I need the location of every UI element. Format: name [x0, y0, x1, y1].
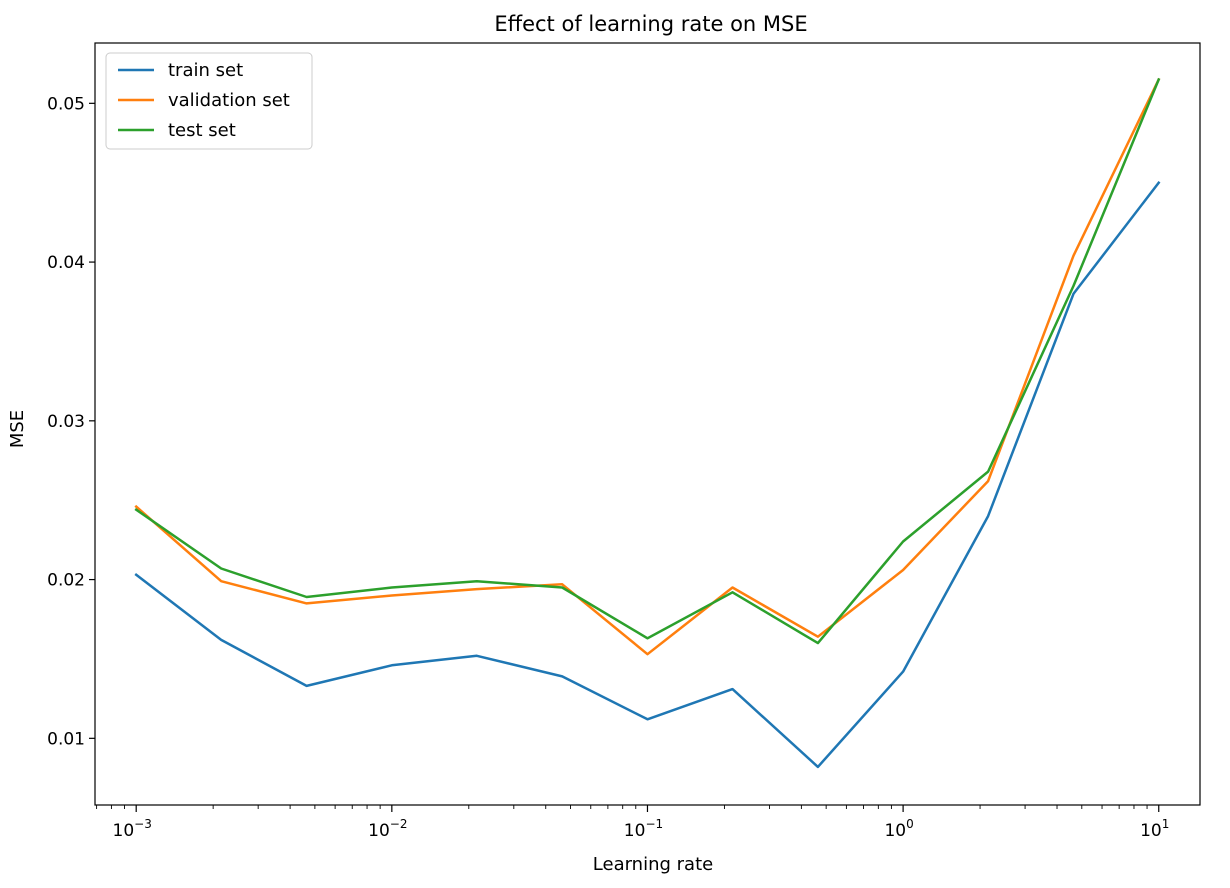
x-tick-exponent: −1	[645, 817, 663, 831]
x-tick-label: 101	[1140, 817, 1169, 841]
legend-label-validation: validation set	[168, 90, 290, 111]
plot-frame	[94, 42, 1201, 806]
legend-label-test: test set	[168, 120, 236, 141]
y-tick-label: 0.03	[47, 412, 85, 432]
y-tick-label: 0.05	[47, 94, 85, 114]
y-tick-label: 0.02	[47, 571, 85, 591]
y-axis-title: MSE	[7, 410, 28, 448]
x-axis-title: Learning rate	[593, 854, 713, 875]
y-tick-label: 0.01	[47, 729, 85, 749]
legend-label-train: train set	[168, 60, 243, 81]
x-tick-exponent: 1	[1162, 817, 1170, 831]
y-tick-label: 0.04	[47, 253, 85, 273]
y-axis-ticks: 0.01 0.02 0.03 0.04 0.05	[47, 94, 95, 749]
x-tick-base: 10	[368, 821, 390, 841]
x-tick-base: 10	[624, 821, 646, 841]
x-tick-label: 10−3	[113, 817, 152, 841]
x-tick-base: 10	[113, 821, 135, 841]
x-tick-base: 10	[1140, 821, 1162, 841]
chart-title: Effect of learning rate on MSE	[494, 12, 807, 36]
x-tick-exponent: −3	[134, 817, 152, 831]
x-tick-base: 10	[884, 821, 906, 841]
x-tick-label: 10−2	[368, 817, 407, 841]
series-line-test-set	[134, 77, 1161, 645]
x-tick-label: 10−1	[624, 817, 663, 841]
legend: train set validation set test set	[105, 52, 313, 150]
legend-box	[105, 52, 313, 150]
x-tick-label: 100	[884, 817, 913, 841]
x-axis-ticks: 10−3 10−2 10−1 100 101	[96, 805, 1169, 841]
x-tick-exponent: −2	[390, 817, 408, 831]
series-line-train-set	[134, 180, 1161, 769]
series-line-validation-set	[134, 77, 1161, 656]
x-tick-exponent: 0	[906, 817, 914, 831]
series-lines	[134, 77, 1161, 769]
